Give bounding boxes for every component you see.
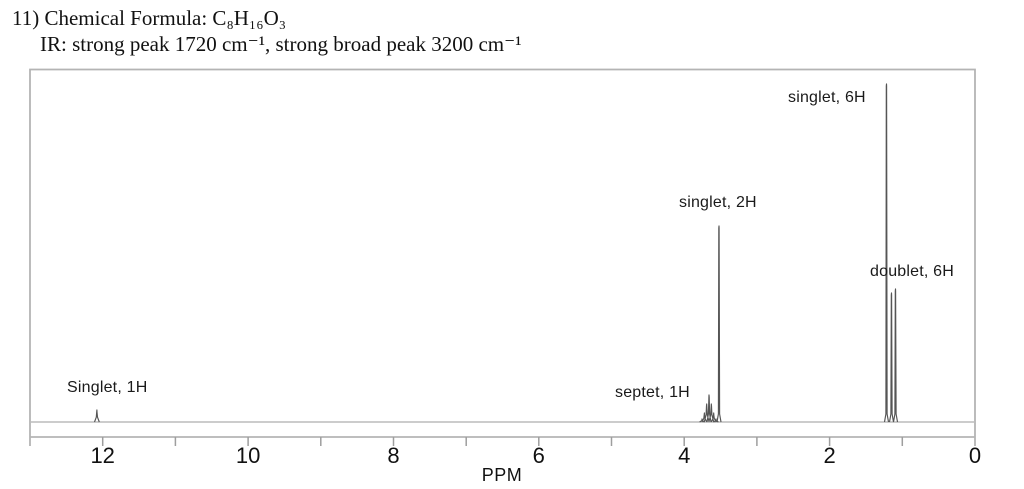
x-axis-title: PPM bbox=[481, 465, 523, 485]
peak-singlet-2h bbox=[716, 225, 722, 423]
peak-singlet-6h bbox=[883, 83, 890, 423]
peak-singlet-1h bbox=[93, 409, 100, 423]
peak-doublet-6h bbox=[888, 288, 899, 423]
x-tick-label: 2 bbox=[823, 443, 836, 468]
peak-septet-1h bbox=[699, 394, 719, 423]
x-tick-label: 8 bbox=[387, 443, 400, 468]
x-tick-label: 6 bbox=[532, 443, 545, 468]
chemical-formula-heading: 11) Chemical Formula: C₈H₁₆O₃ bbox=[12, 6, 287, 30]
peak-label-singlet-6h: singlet, 6H bbox=[788, 89, 866, 106]
peak-label-singlet-2h: singlet, 2H bbox=[679, 194, 757, 211]
peak-label-doublet-6h: doublet, 6H bbox=[870, 263, 955, 280]
x-tick-label: 12 bbox=[90, 443, 115, 468]
ir-data-heading: IR: strong peak 1720 cm⁻¹, strong broad … bbox=[40, 32, 522, 56]
peak-label-septet-1h: septet, 1H bbox=[615, 384, 690, 401]
peak-label-singlet-1h: Singlet, 1H bbox=[67, 379, 148, 396]
x-tick-label: 10 bbox=[235, 443, 261, 468]
x-tick-label: 0 bbox=[968, 443, 982, 468]
plot-border bbox=[29, 68, 976, 446]
x-tick-label: 4 bbox=[678, 443, 691, 468]
